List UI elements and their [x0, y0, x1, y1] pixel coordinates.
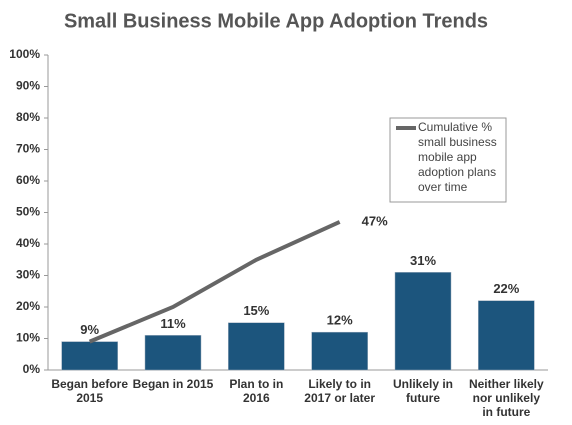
y-tick-label: 30%	[16, 268, 40, 282]
data-label: 12%	[327, 313, 353, 328]
data-label: 22%	[493, 281, 519, 296]
bar	[144, 335, 202, 371]
x-tick-label: Neither likely nor unlikely in future	[469, 377, 544, 419]
x-tick-label: Began before 2015	[51, 377, 128, 405]
data-label: 31%	[410, 253, 436, 268]
data-label: 11%	[160, 316, 186, 331]
y-tick-label: 90%	[16, 79, 40, 93]
x-tick-label: Plan to in 2016	[229, 377, 283, 405]
bar	[478, 300, 535, 371]
bar	[394, 272, 452, 371]
y-tick-label: 60%	[16, 173, 40, 187]
y-tick-label: 100%	[9, 47, 40, 61]
y-tick-label: 20%	[16, 299, 40, 313]
y-tick-label: 80%	[16, 110, 40, 124]
x-tick-label: Likely to in 2017 or later	[304, 377, 375, 405]
chart-title: Small Business Mobile App Adoption Trend…	[64, 10, 488, 32]
data-label: 9%	[80, 322, 99, 337]
y-tick-label: 0%	[23, 362, 41, 376]
bar	[228, 322, 285, 371]
bar	[311, 331, 368, 371]
bar	[61, 341, 118, 371]
x-tick-label: Began in 2015	[133, 377, 214, 391]
legend-box	[389, 117, 507, 203]
y-tick-label: 10%	[16, 331, 40, 345]
y-tick-label: 40%	[16, 236, 40, 250]
x-tick-label: Unlikely in future	[393, 377, 453, 405]
data-label: 47%	[362, 213, 388, 228]
legend-label: Cumulative % small business mobile app adop…	[418, 120, 497, 194]
line	[88, 220, 341, 344]
data-label: 15%	[243, 303, 269, 318]
y-tick-label: 70%	[16, 142, 40, 156]
y-tick-label: 50%	[16, 205, 40, 219]
